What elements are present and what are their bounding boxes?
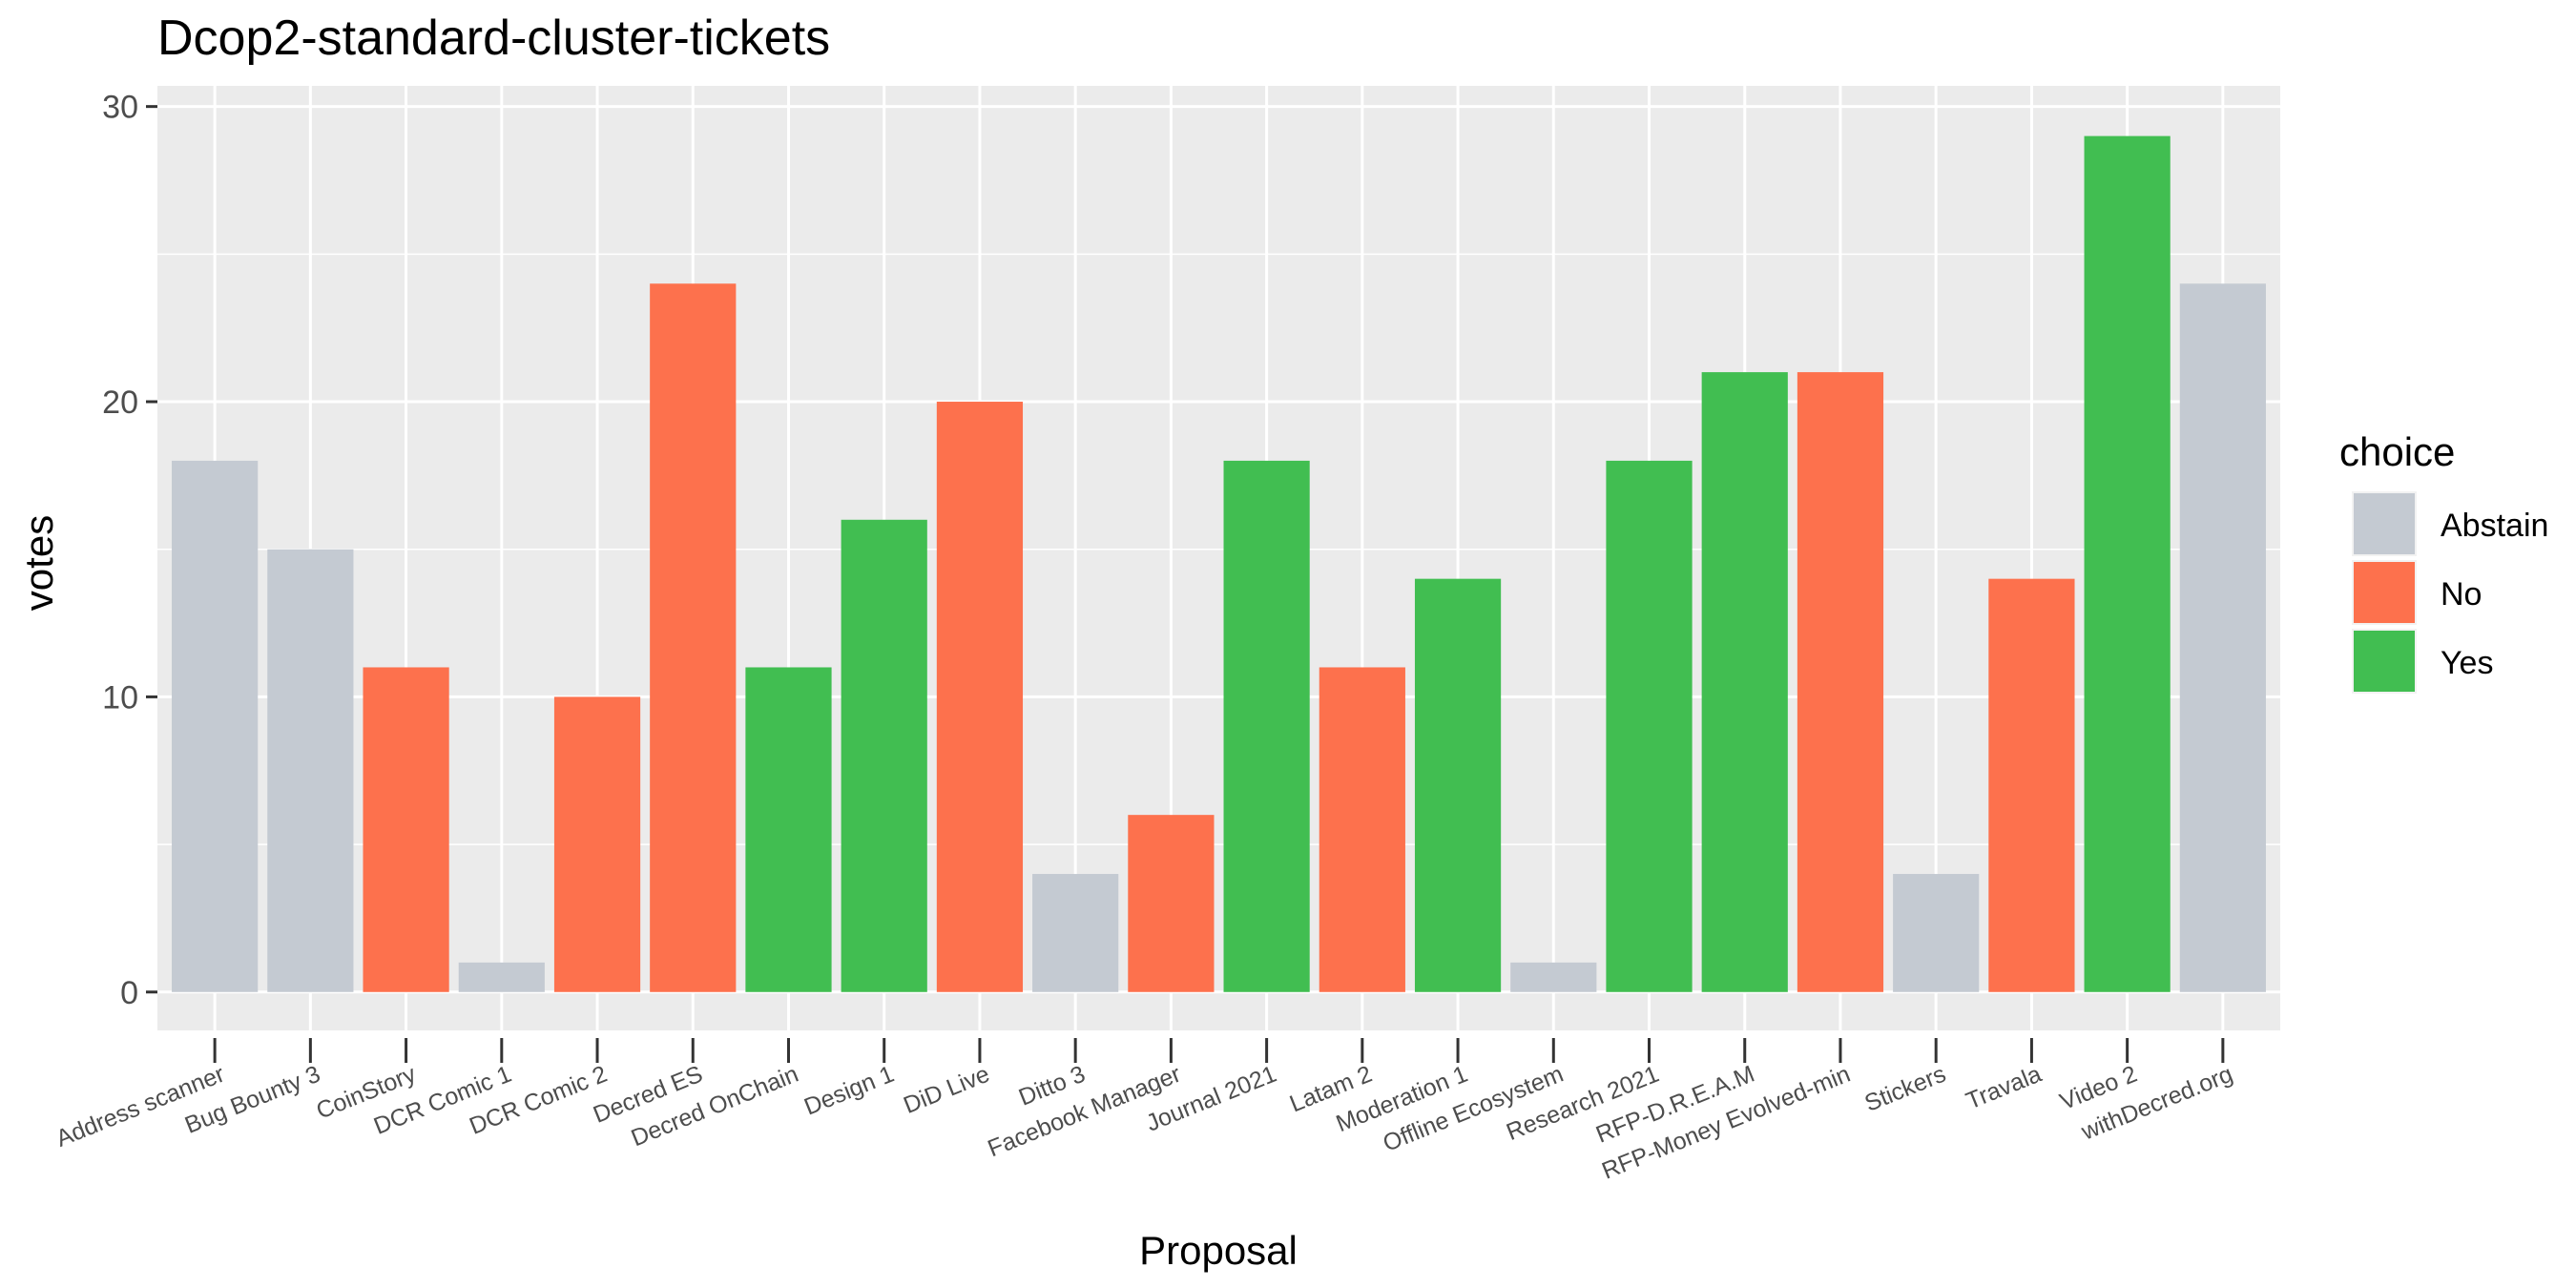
x-tick-label: Travala [1963,1061,2046,1115]
bar-yes [1414,578,1502,992]
bar-no [1988,578,2075,992]
bar-yes [745,667,832,992]
x-axis-title: Proposal [1139,1228,1298,1273]
bar-abstain [2179,283,2266,992]
bar-abstain [458,962,545,992]
x-tick-label: Stickers [1861,1061,1950,1117]
bar-abstain [1510,962,1597,992]
bar-yes [1606,460,1693,992]
bar-no [1319,667,1405,992]
x-tick-label: DiD Live [900,1061,993,1119]
y-axis-title: votes [16,515,61,611]
chart-title: Dcop2-standard-cluster-tickets [157,10,831,66]
legend-swatch-no [2354,562,2415,623]
legend-label-no: No [2441,576,2482,613]
plot-panel [157,86,2280,1030]
legend: choice Abstain No Yes [2339,429,2548,694]
y-tick-label: 30 [102,90,138,126]
legend-swatch-abstain [2354,493,2415,554]
bar-no [1128,815,1215,992]
bar-abstain [1893,874,1980,992]
y-tick-label: 10 [102,679,138,716]
bar-abstain [267,549,354,992]
bar-abstain [1032,874,1119,992]
x-tick-label: Design 1 [800,1061,898,1121]
legend-title: choice [2339,429,2455,474]
bar-yes [1701,372,1788,992]
bar-no [936,402,1024,992]
legend-swatch-yes [2354,631,2415,692]
y-tick-label: 0 [120,975,138,1011]
bar-no [650,283,737,992]
bar-no [1797,372,1884,992]
bar-yes [2084,135,2171,992]
y-axis: 0 10 20 30 [102,90,157,1011]
bar-yes [841,519,927,992]
bar-no [553,696,641,992]
bar-abstain [172,460,259,992]
bar-yes [1223,460,1310,992]
y-tick-label: 20 [102,384,138,421]
bar-no [363,667,449,992]
legend-label-abstain: Abstain [2441,508,2548,544]
bars [172,135,2266,992]
legend-label-yes: Yes [2441,645,2493,681]
